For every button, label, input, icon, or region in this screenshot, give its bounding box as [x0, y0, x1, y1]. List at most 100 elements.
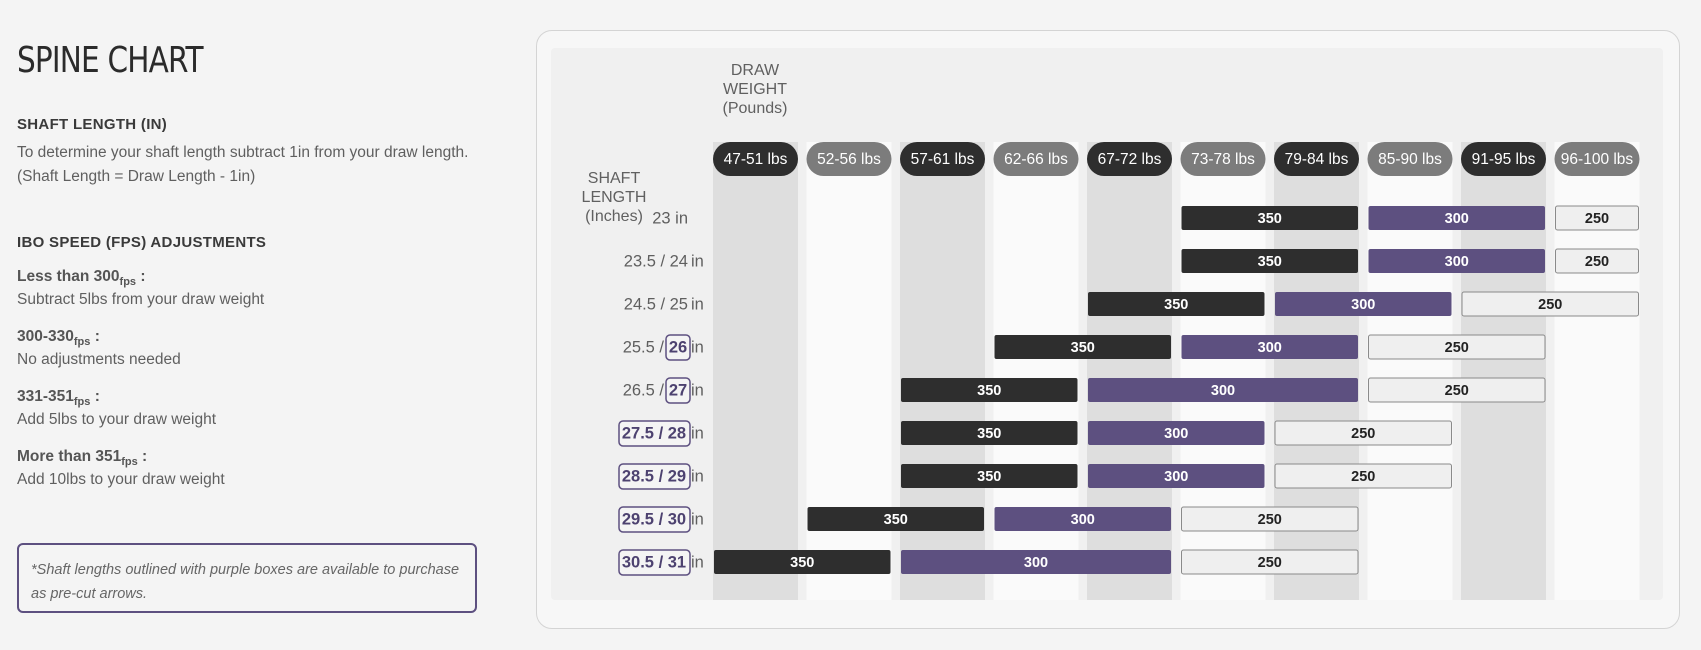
column-bg [1087, 142, 1172, 600]
row-label: 23.5 / 24 [624, 252, 688, 270]
ibo-adjustment-name: 331-351fps : [17, 388, 100, 408]
spine-bar [1181, 506, 1359, 532]
row-label-b: 27 [669, 381, 687, 399]
column-header-label: 96-100 lbs [1561, 151, 1634, 168]
precut-length-box [618, 549, 691, 576]
draw-weight-title: DRAW [731, 62, 780, 79]
row-unit-label: in [691, 553, 704, 571]
spine-bar-label: 350 [884, 512, 908, 528]
spine-bar-label: 350 [1071, 340, 1095, 356]
spine-bar [1368, 334, 1546, 360]
column-header-label: 52-56 lbs [817, 151, 881, 168]
shaft-length-title: LENGTH [582, 189, 647, 206]
row-label: 30.5 / 31 [622, 553, 686, 571]
spine-bar-label: 300 [1445, 254, 1469, 270]
spine-bar-label: 350 [790, 555, 814, 571]
ibo-adjustment-item: 300-330fps : No adjustments needed [17, 328, 181, 369]
column-bg [806, 142, 892, 600]
precut-length-box [618, 463, 691, 490]
spine-bar [901, 550, 1171, 574]
ibo-heading: IBO SPEED (FPS) ADJUSTMENTS [17, 234, 267, 251]
row-unit-label: in [691, 338, 704, 356]
row-label: 23 in [652, 209, 688, 227]
spine-bar-label: 250 [1585, 211, 1609, 227]
precut-length-box [665, 377, 691, 404]
spine-bar [1368, 377, 1546, 403]
spine-bar-label: 300 [1258, 340, 1282, 356]
spine-bar-label: 250 [1585, 254, 1609, 270]
page-title: SPINE CHART [17, 40, 204, 81]
spine-bar [994, 507, 1171, 531]
column-header-pill [806, 142, 892, 176]
spine-bar [1181, 206, 1358, 230]
ibo-adjustment-item: Less than 300fps : Subtract 5lbs from yo… [17, 268, 264, 309]
column-header-pill [900, 142, 985, 176]
spine-bar-label: 250 [1351, 469, 1375, 485]
spine-bar-label: 300 [1071, 512, 1095, 528]
spine-bar [901, 421, 1078, 445]
shaft-length-line-2: (Shaft Length = Draw Length - 1in) [17, 168, 256, 185]
spine-bar [807, 507, 984, 531]
ibo-adjustment-desc: Add 10lbs to your draw weight [17, 471, 225, 488]
spine-bar [1274, 420, 1452, 446]
ibo-adjustment-name: Less than 300fps : [17, 268, 146, 288]
shaft-length-title: (Inches) [585, 208, 643, 225]
shaft-length-line-1: To determine your shaft length subtract … [17, 144, 469, 161]
spine-bar-label: 300 [1164, 426, 1188, 442]
spine-bar-label: 250 [1258, 555, 1282, 571]
spine-bar [1088, 378, 1358, 402]
row-unit-label: in [691, 295, 704, 313]
spine-bar-label: 300 [1024, 555, 1048, 571]
shaft-length-heading: SHAFT LENGTH (IN) [17, 116, 168, 133]
spine-bar-label: 350 [977, 426, 1001, 442]
spine-bar-label: 300 [1164, 469, 1188, 485]
spine-bar [1461, 291, 1639, 317]
column-header-pill [1274, 142, 1359, 176]
column-header-label: 67-72 lbs [1098, 151, 1162, 168]
spine-bar [901, 378, 1078, 402]
column-header-pill [1554, 142, 1640, 176]
row-unit-label: in [691, 252, 704, 270]
spine-bar [714, 550, 891, 574]
ibo-adjustment-item: More than 351fps : Add 10lbs to your dra… [17, 448, 225, 489]
ibo-adjustment-desc: Add 5lbs to your draw weight [17, 411, 217, 428]
spine-bar-label: 350 [1164, 297, 1188, 313]
spine-bar [1181, 549, 1359, 575]
column-bg [993, 142, 1079, 600]
row-label-a: 25.5 / [623, 338, 665, 356]
column-header-label: 79-84 lbs [1285, 151, 1349, 168]
spine-bar [1555, 205, 1639, 231]
ibo-adjustment-name: 300-330fps : [17, 328, 100, 348]
precut-length-box [618, 420, 691, 447]
ibo-adjustment-item: 331-351fps : Add 5lbs to your draw weigh… [17, 388, 216, 429]
row-label: 24.5 / 25 [624, 295, 688, 313]
spine-bar [1275, 292, 1452, 316]
spine-bar-label: 350 [977, 383, 1001, 399]
spine-bar-label: 300 [1445, 211, 1469, 227]
spine-bar-label: 350 [977, 469, 1001, 485]
column-header-pill [1180, 142, 1266, 176]
spine-bar [1181, 335, 1358, 359]
row-label-b: 26 [669, 338, 687, 356]
spine-bar [1088, 464, 1265, 488]
column-header-pill [1461, 142, 1546, 176]
spine-bar-label: 250 [1351, 426, 1375, 442]
shaft-length-description: To determine your shaft length subtract … [17, 141, 468, 189]
row-unit-label: in [691, 424, 704, 442]
column-header-label: 73-78 lbs [1191, 151, 1255, 168]
column-header-pill [713, 142, 798, 176]
draw-weight-title: (Pounds) [723, 100, 788, 117]
spine-bar-label: 350 [1258, 254, 1282, 270]
row-label-a: 26.5 / [623, 381, 665, 399]
draw-weight-title: WEIGHT [723, 81, 787, 98]
column-header-label: 62-66 lbs [1004, 151, 1068, 168]
ibo-adjustment-desc: No adjustments needed [17, 351, 181, 368]
row-unit-label: in [691, 467, 704, 485]
column-header-label: 47-51 lbs [724, 151, 788, 168]
spine-bar [1555, 248, 1639, 274]
column-header-pill [993, 142, 1079, 176]
column-bg [900, 142, 985, 600]
spine-bar-label: 250 [1538, 297, 1562, 313]
spine-bar-label: 250 [1258, 512, 1282, 528]
